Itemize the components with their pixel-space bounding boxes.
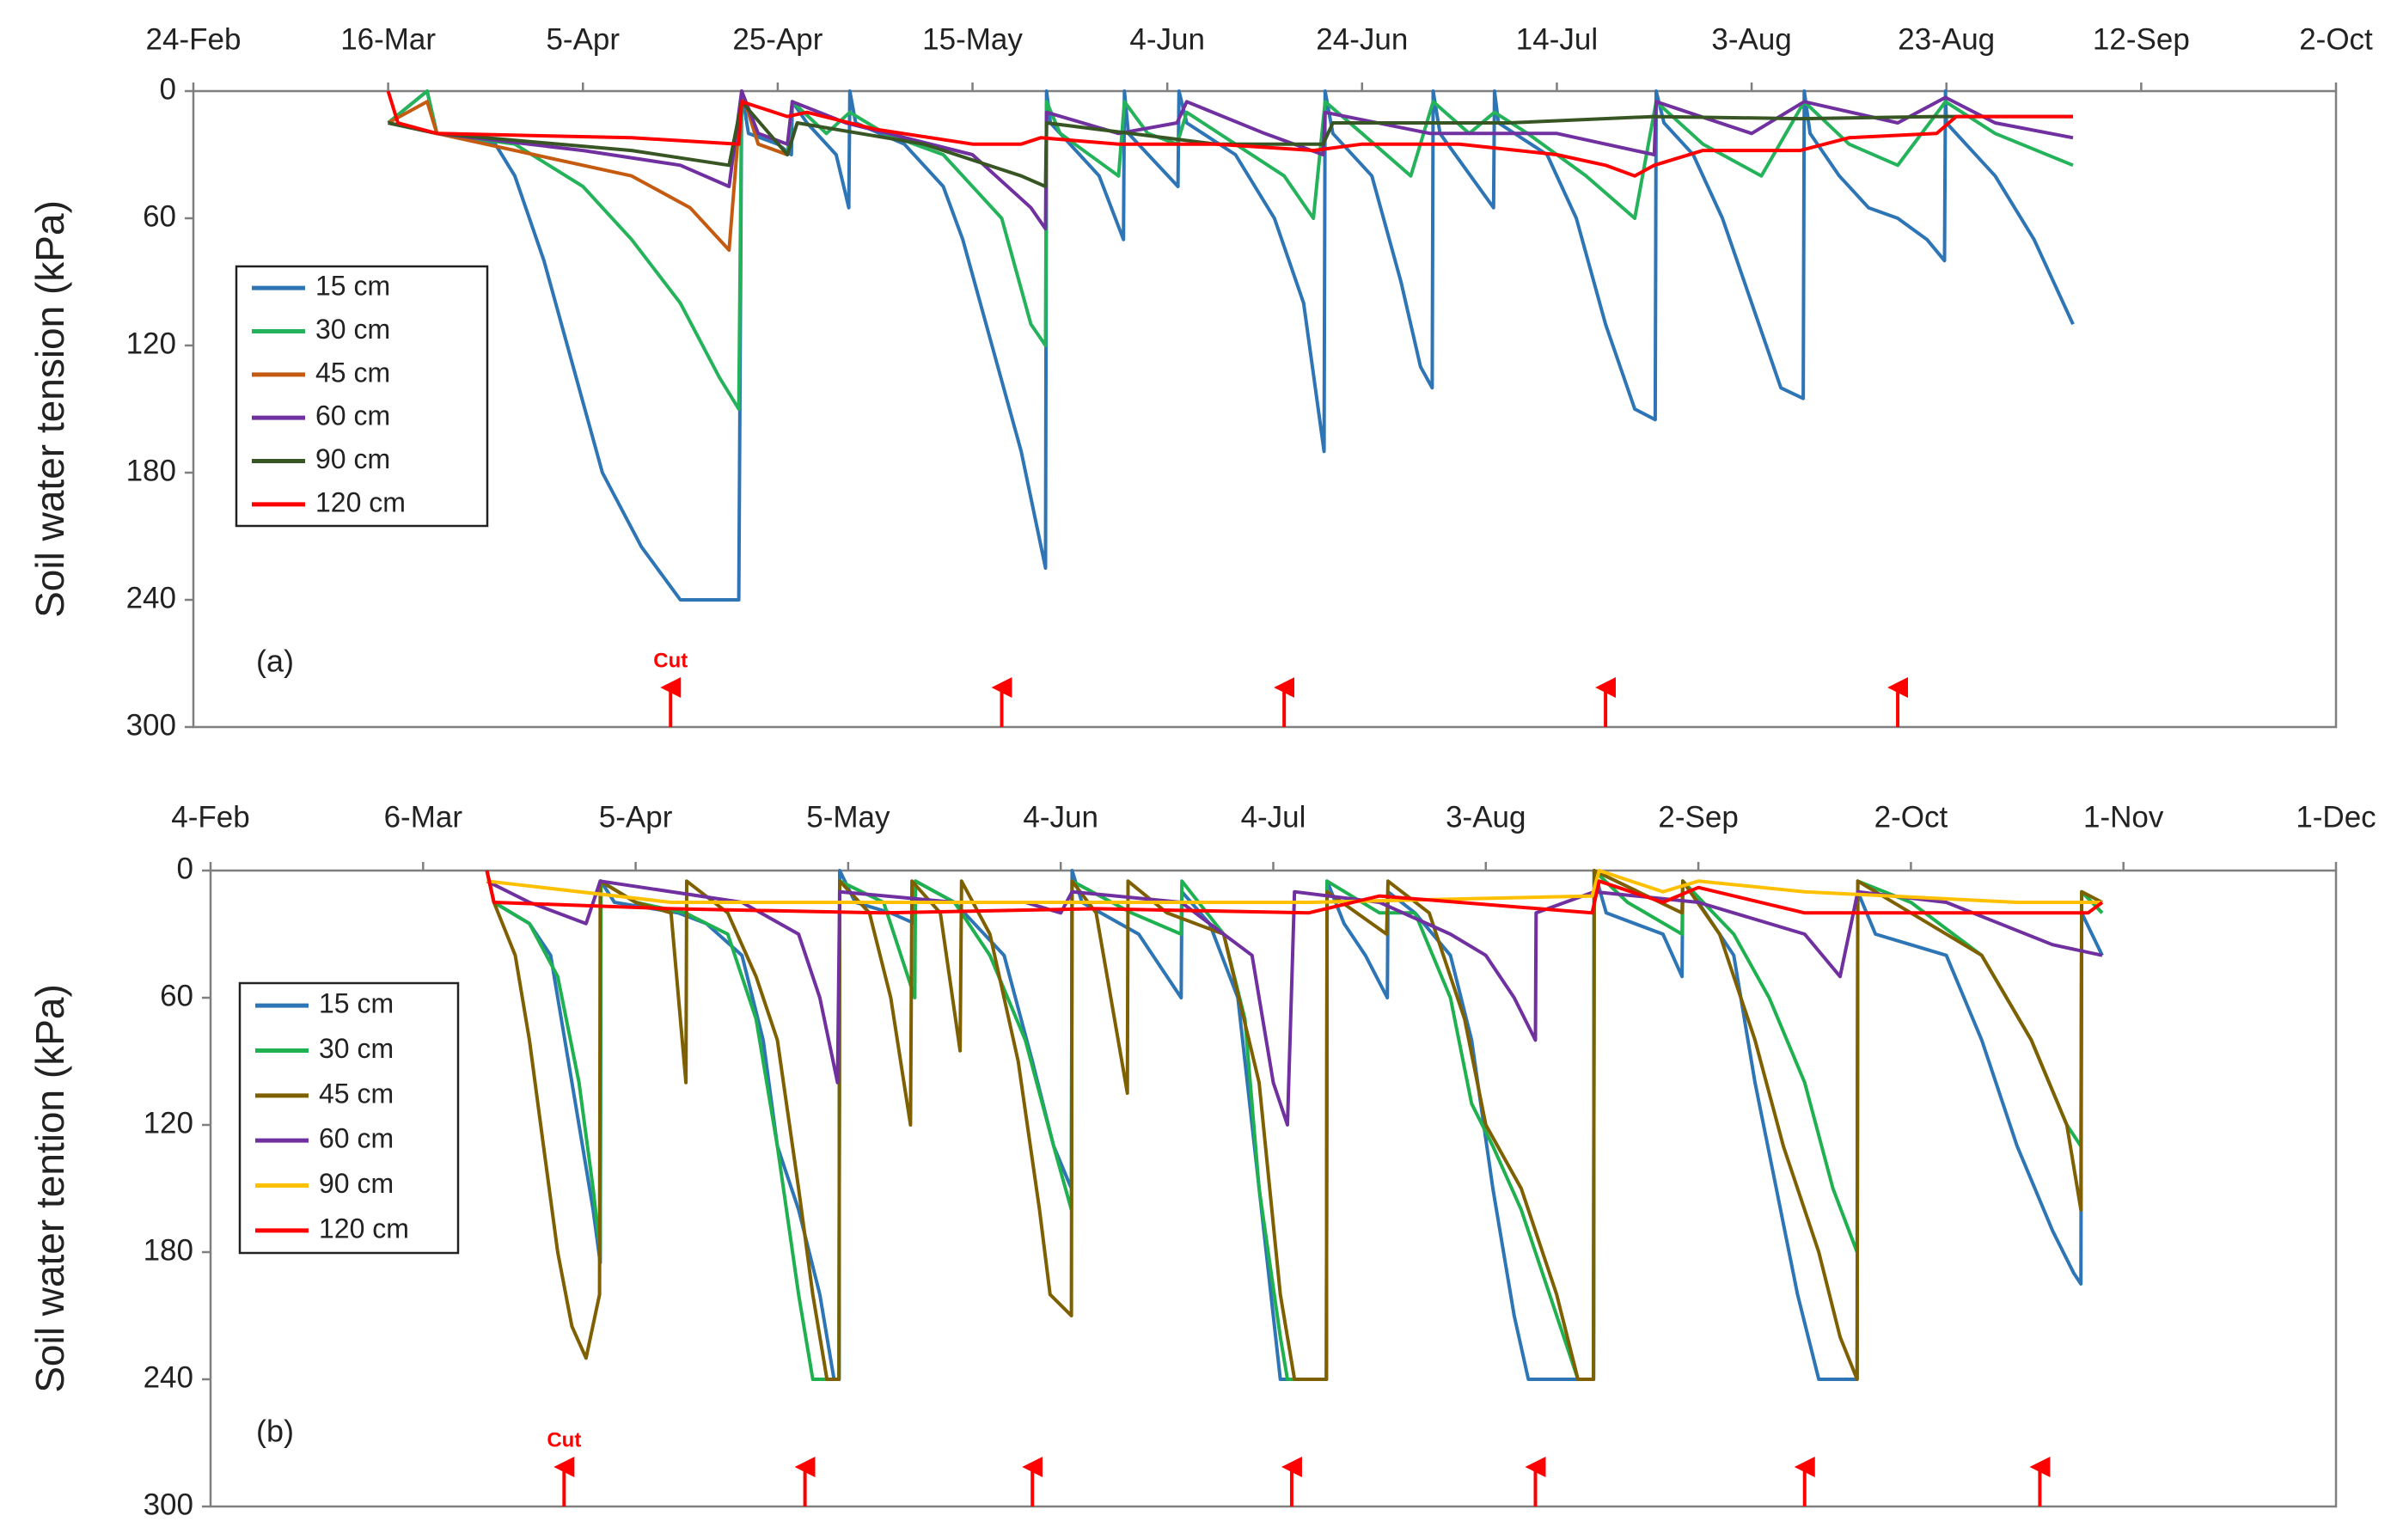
- legend-label: 90 cm: [315, 443, 390, 474]
- legend-label: 45 cm: [315, 357, 390, 388]
- x-tick-label: 4-Feb: [171, 800, 249, 834]
- legend-box: [235, 265, 489, 528]
- series-line: [387, 89, 2074, 411]
- cut-label: Cut: [653, 649, 688, 672]
- y-tick-label: 240: [126, 581, 176, 614]
- y-tick-label: 300: [144, 1488, 193, 1521]
- y-tick-label: 240: [144, 1360, 193, 1394]
- y-tick-label: 60: [143, 199, 176, 233]
- y-tick-label: 60: [160, 979, 193, 1012]
- y-tick-label: 0: [160, 72, 176, 106]
- series-line: [485, 869, 2104, 1381]
- series-line: [388, 89, 2074, 231]
- panel-label: (b): [256, 1414, 294, 1449]
- series-line: [387, 89, 2075, 602]
- legend-label: 120 cm: [319, 1213, 409, 1244]
- series-line: [485, 869, 2103, 1381]
- legend-box: [238, 981, 460, 1255]
- legend-label: 45 cm: [319, 1078, 394, 1109]
- legend-label: 15 cm: [315, 271, 390, 302]
- y-tick-label: 120: [126, 327, 176, 360]
- x-tick-label: 2-Oct: [1874, 800, 1948, 834]
- x-tick-label: 5-Apr: [546, 22, 620, 56]
- x-tick-label: 16-Mar: [340, 22, 436, 56]
- series-line: [388, 100, 2073, 188]
- plot-frame: [209, 869, 2338, 1508]
- legend-label: 90 cm: [319, 1168, 394, 1199]
- x-tick-label: 4-Jun: [1129, 22, 1205, 56]
- series-line: [387, 89, 788, 252]
- legend: 15 cm 30 cm 45 cm 60 cm 90 cm 120 cm: [238, 981, 460, 1255]
- x-tick-label: 14-Jul: [1516, 22, 1598, 56]
- series-line: [486, 879, 2103, 1127]
- y-tick-label: 180: [144, 1233, 193, 1267]
- legend: 15 cm 30 cm 45 cm 60 cm 90 cm 120 cm: [235, 265, 489, 528]
- x-tick-label: 2-Oct: [2299, 22, 2373, 56]
- legend-label: 60 cm: [315, 400, 390, 431]
- x-tick-label: 23-Aug: [1898, 22, 1995, 56]
- y-tick-label: 300: [126, 708, 176, 742]
- series-line: [486, 869, 2102, 904]
- x-tick-label: 24-Feb: [146, 22, 242, 56]
- x-tick-label: 25-Apr: [732, 22, 822, 56]
- y-axis-title: Soil water tension (kPa): [28, 200, 72, 618]
- x-tick-label: 3-Aug: [1711, 22, 1791, 56]
- x-tick-label: 15-May: [922, 22, 1023, 56]
- x-tick-label: 12-Sep: [2093, 22, 2190, 56]
- x-tick-label: 24-Jun: [1316, 22, 1408, 56]
- x-tick-label: 4-Jun: [1023, 800, 1098, 834]
- y-tick-label: 0: [177, 852, 193, 885]
- x-tick-label: 4-Jul: [1241, 800, 1306, 834]
- y-tick-label: 180: [126, 454, 176, 487]
- legend-label: 15 cm: [319, 988, 394, 1019]
- series-line: [386, 90, 2073, 178]
- series-line: [485, 869, 2104, 1381]
- panel: 0 60 120 180 240 300 4-Feb 6-Mar 5-Apr 5-May 4-Jun…: [28, 800, 2376, 1521]
- y-axis-title: Soil water tention (kPa): [28, 984, 72, 1393]
- panel-label: (a): [256, 644, 294, 679]
- legend-label: 60 cm: [319, 1123, 394, 1154]
- plot-frame: [192, 89, 2338, 729]
- x-tick-label: 5-Apr: [599, 800, 673, 834]
- series-line: [485, 870, 2104, 915]
- x-tick-label: 3-Aug: [1446, 800, 1526, 834]
- cut-label: Cut: [547, 1428, 581, 1451]
- x-tick-label: 5-May: [806, 800, 890, 834]
- panel: 0 60 120 180 240 300 24-Feb 16-Mar 5-Apr 25-Apr 15…: [28, 22, 2373, 742]
- legend-label: 30 cm: [315, 314, 390, 345]
- x-tick-label: 1-Dec: [2296, 800, 2376, 834]
- y-tick-label: 120: [144, 1106, 193, 1140]
- x-tick-label: 2-Sep: [1658, 800, 1738, 834]
- legend-label: 30 cm: [319, 1033, 394, 1064]
- legend-label: 120 cm: [315, 486, 406, 517]
- x-tick-label: 1-Nov: [2083, 800, 2164, 834]
- x-tick-label: 6-Mar: [384, 800, 463, 834]
